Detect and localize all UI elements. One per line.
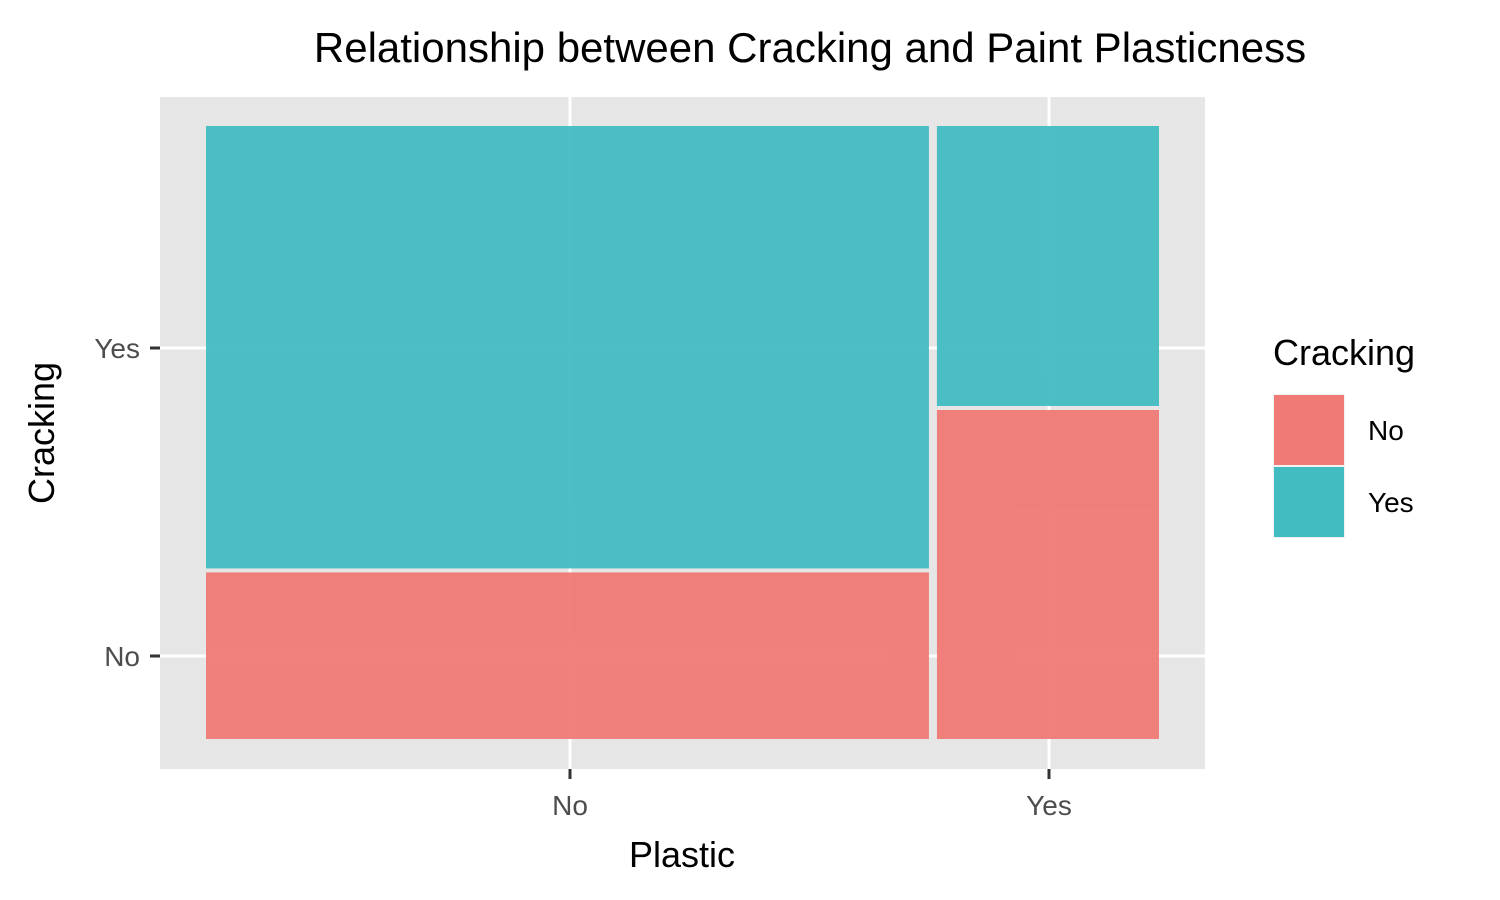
y-tick-label-no: No (104, 641, 140, 672)
tile-plastic-yes-cracking-yes (936, 126, 1159, 406)
x-tick-label-yes: Yes (1026, 790, 1072, 821)
legend-title: Cracking (1273, 332, 1415, 373)
legend: Cracking No Yes (1273, 332, 1415, 538)
legend-swatch-no (1274, 395, 1344, 465)
legend-swatch-yes (1274, 467, 1344, 537)
chart-title: Relationship between Cracking and Paint … (314, 24, 1306, 71)
tile-plastic-no-cracking-no (206, 572, 929, 739)
tile-plastic-no-cracking-yes (206, 126, 929, 569)
x-tick-label-no: No (552, 790, 588, 821)
x-axis-title: Plastic (629, 834, 735, 875)
tile-plastic-yes-cracking-no (936, 409, 1159, 739)
y-axis-title: Cracking (21, 362, 62, 504)
y-tick-label-yes: Yes (94, 333, 140, 364)
legend-label-yes: Yes (1368, 487, 1414, 518)
axes: No Yes No Yes (94, 333, 1072, 821)
mosaic-tiles (206, 126, 1159, 739)
legend-label-no: No (1368, 415, 1404, 446)
